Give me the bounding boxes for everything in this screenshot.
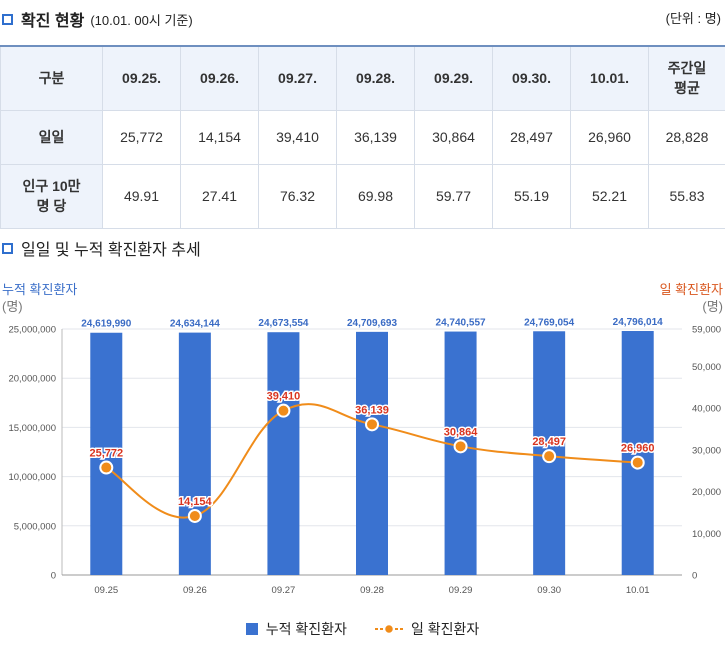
right-axis-title: 일 확진환자 [659, 282, 723, 297]
status-table: 구분 09.25. 09.26. 09.27. 09.28. 09.29. 09… [0, 45, 725, 229]
bar [356, 331, 388, 575]
column-header: 10.01. [570, 45, 649, 111]
row-header: 일일 [0, 109, 103, 165]
right-axis-tick-label: 30,000 [692, 445, 721, 456]
table-header-row: 구분 09.25. 09.26. 09.27. 09.28. 09.29. 09… [0, 45, 725, 111]
line-point [630, 455, 645, 470]
right-axis-tick-label: 50,000 [692, 362, 721, 373]
row-header: 인구 10만 명 당 [0, 163, 103, 229]
right-axis-tick-label: 20,000 [692, 487, 721, 498]
line-point [99, 460, 114, 475]
left-axis-tick-label: 10,000,000 [8, 472, 56, 483]
table-cell: 49.91 [102, 163, 181, 229]
legend-label: 일 확진환자 [410, 621, 480, 637]
section-subtitle: (10.01. 00시 기준) [90, 12, 193, 28]
table-cell: 52.21 [570, 163, 649, 229]
table-cell: 59.77 [414, 163, 493, 229]
bar-data-label: 24,709,693 [347, 318, 397, 329]
table-cell: 14,154 [180, 109, 259, 165]
bar-data-label: 24,619,990 [81, 319, 131, 330]
bar [621, 331, 654, 575]
right-axis-tick-label: 10,000 [692, 529, 721, 540]
line-data-label: 36,139 [355, 404, 389, 416]
x-axis-tick-label: 09.28 [360, 585, 384, 596]
section-header-trend: 일일 및 누적 확진환자 추세 [0, 236, 201, 260]
x-axis-tick-label: 10.01 [626, 585, 650, 596]
section-header-status: 확진 현황 (10.01. 00시 기준) [0, 7, 193, 31]
bar-data-label: 24,634,144 [170, 319, 220, 330]
right-axis-unit: (명) [702, 299, 723, 314]
line-data-label: 39,410 [267, 391, 301, 403]
line-point [453, 439, 468, 454]
bar-data-label: 24,740,557 [436, 318, 486, 329]
column-header: 09.28. [336, 45, 415, 111]
table-cell: 30,864 [414, 109, 493, 165]
legend-label: 누적 확진환자 [265, 621, 347, 637]
line-data-label: 14,154 [178, 496, 213, 508]
column-header: 09.26. [180, 45, 259, 111]
line-data-label: 26,960 [621, 443, 655, 455]
line-point [276, 403, 291, 418]
column-header-weekly-average: 주간일 평균 [648, 45, 725, 111]
bar [267, 332, 300, 575]
right-axis-tick-label: 59,000 [692, 325, 721, 336]
table-cell: 39,410 [258, 109, 337, 165]
left-axis-tick-label: 0 [51, 571, 56, 582]
column-header: 09.30. [492, 45, 571, 111]
column-header: 09.25. [102, 45, 181, 111]
unit-label: (단위 : 명) [665, 11, 721, 26]
line-data-label: 28,497 [532, 436, 566, 448]
bar-data-label: 24,769,054 [524, 317, 574, 328]
bar [90, 332, 123, 575]
left-axis-unit: (명) [2, 299, 23, 314]
x-axis-tick-label: 09.29 [449, 585, 473, 596]
bar-data-label: 24,796,014 [613, 317, 663, 328]
bar [178, 332, 211, 575]
line-point [542, 449, 557, 464]
column-header: 09.27. [258, 45, 337, 111]
right-axis-tick-label: 0 [692, 571, 697, 582]
table-corner: 구분 [0, 45, 103, 111]
left-axis-tick-label: 25,000,000 [8, 325, 56, 336]
line-data-label: 30,864 [444, 426, 479, 438]
table-cell: 76.32 [258, 163, 337, 229]
table-row: 일일 25,772 14,154 39,410 36,139 30,864 28… [0, 109, 725, 165]
x-axis-tick-label: 09.26 [183, 585, 207, 596]
legend-bar-swatch [245, 623, 258, 635]
table-cell: 28,828 [648, 109, 725, 165]
table-cell: 69.98 [336, 163, 415, 229]
weekly-average-label: 주간일 평균 [667, 60, 707, 97]
x-axis-tick-label: 09.25 [94, 585, 118, 596]
table-row: 인구 10만 명 당 49.91 27.41 76.32 69.98 59.77… [0, 163, 725, 229]
section-square-icon [2, 13, 13, 25]
line-point [365, 417, 379, 432]
chart-legend: 누적 확진환자 일 확진환자 [0, 619, 725, 639]
section-title: 일일 및 누적 확진환자 추세 [21, 242, 201, 259]
table-cell: 28,497 [492, 109, 571, 165]
line-data-label: 25,772 [89, 448, 123, 460]
x-axis-tick-label: 09.30 [537, 585, 561, 596]
right-axis-tick-label: 40,000 [692, 404, 721, 415]
bar-data-label: 24,673,554 [258, 318, 308, 329]
table-cell: 25,772 [102, 109, 181, 165]
line-point [187, 508, 202, 523]
section-square-icon [2, 242, 13, 254]
legend-item-cumulative: 누적 확진환자 [245, 619, 347, 639]
table-cell: 55.19 [492, 163, 571, 229]
table-cell: 55.83 [648, 163, 725, 229]
legend-line-swatch [374, 623, 403, 635]
x-axis-tick-label: 09.27 [272, 585, 296, 596]
trend-chart: 25,000,000 20,000,000 15,000,000 10,000,000… [8, 317, 721, 596]
left-axis-title: 누적 확진환자 [2, 282, 78, 297]
left-axis-tick-label: 5,000,000 [14, 521, 56, 532]
left-axis-tick-label: 20,000,000 [8, 374, 56, 385]
table-cell: 36,139 [336, 109, 415, 165]
legend-item-daily: 일 확진환자 [374, 619, 480, 639]
left-axis-tick-label: 15,000,000 [8, 423, 56, 434]
section-title: 확진 현황 [21, 13, 85, 30]
table-cell: 26,960 [570, 109, 649, 165]
table-cell: 27.41 [180, 163, 259, 229]
row-header-label: 인구 10만 명 당 [22, 178, 81, 214]
column-header: 09.29. [414, 45, 493, 111]
